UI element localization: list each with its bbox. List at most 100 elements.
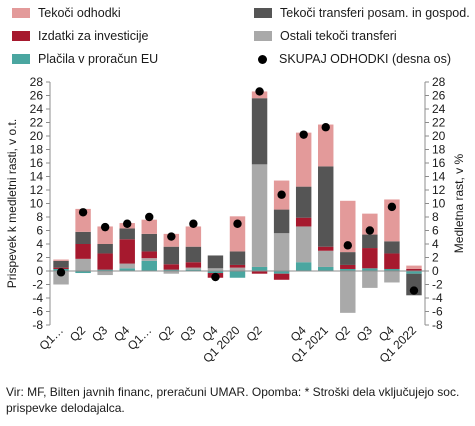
y2-axis-label: Medletna rast, v %	[452, 153, 466, 253]
bar-segment	[97, 271, 113, 276]
y2-tick-label: -2	[432, 278, 443, 292]
bar-segment	[384, 268, 400, 271]
y-tick-label: 24	[30, 102, 44, 116]
bar-segment	[119, 263, 135, 269]
y2-tick-label: 16	[432, 156, 446, 170]
bar-segment	[362, 248, 378, 269]
bar-segment	[384, 271, 400, 283]
bar-segment	[207, 255, 224, 269]
bar-segment	[406, 268, 422, 271]
total-dot	[387, 202, 397, 212]
total-dot	[145, 212, 154, 222]
bar-segment	[229, 267, 246, 272]
y-tick-label: 4	[36, 237, 43, 251]
bar-segment	[185, 226, 202, 247]
bar-segment	[141, 251, 157, 259]
bar-segment	[119, 239, 135, 264]
total-dot	[167, 232, 176, 241]
y-tick-label: 12	[30, 183, 44, 197]
bar-segment	[141, 258, 157, 261]
y2-tick-label: 24	[432, 102, 446, 116]
bar-segment	[97, 253, 113, 270]
bar-segment	[229, 264, 246, 268]
y2-tick-label: 26	[432, 89, 446, 103]
legend-item: Plačila v proračun EU	[12, 52, 158, 66]
bar-segment	[406, 265, 422, 269]
bar-segment	[75, 258, 91, 271]
y2-tick-label: 0	[432, 264, 439, 278]
bar-segment	[141, 219, 157, 234]
bar-segment	[97, 244, 113, 254]
legend-marker	[258, 54, 267, 64]
bar-segment	[251, 164, 268, 267]
legend-item: Ostali tekoči transferi	[254, 29, 397, 43]
x-tick-label: Q1…	[125, 323, 155, 353]
legend-label: Ostali tekoči transferi	[280, 29, 397, 43]
y-tick-label: 6	[36, 224, 43, 238]
y-tick-label: 22	[30, 116, 44, 130]
bar-segment	[141, 260, 157, 272]
bar-segment	[362, 268, 378, 271]
legend-label: Izdatki za investicije	[38, 29, 149, 43]
y-tick-label: 14	[30, 170, 44, 184]
y2-tick-label: 4	[432, 237, 439, 251]
bar-segment	[340, 252, 356, 265]
y2-tick-label: -6	[432, 305, 443, 319]
total-dot	[211, 272, 220, 282]
total-dot	[56, 268, 66, 277]
bar-segment	[75, 208, 91, 232]
legend-swatch	[12, 8, 30, 18]
total-dot	[277, 190, 286, 199]
legend-swatch	[12, 54, 30, 64]
legend-label: Tekoči transferi posam. in gospod.	[280, 6, 470, 20]
legend-label: Plačila v proračun EU	[38, 52, 159, 66]
y-tick-label: -6	[32, 305, 43, 319]
y2-tick-label: 20	[432, 129, 446, 143]
bar-segment	[273, 233, 290, 271]
bar-segment	[119, 228, 135, 240]
y-tick-label: 26	[30, 89, 44, 103]
bar-segment	[362, 271, 378, 288]
bar-segment	[384, 253, 400, 269]
y2-tick-label: 22	[432, 116, 446, 130]
y2-tick-label: -4	[432, 291, 443, 305]
bar-segment	[207, 271, 224, 274]
bar-segment	[75, 271, 91, 274]
x-tick-label: Q3	[354, 323, 375, 344]
total-dot	[299, 130, 308, 139]
x-tick-label: Q2	[155, 323, 176, 344]
legend-item: Izdatki za investicije	[12, 29, 148, 43]
y-tick-label: -8	[32, 318, 43, 332]
bar-segment	[75, 231, 91, 244]
y-axis-label: Prispevek k medletni rasti, v o.t.	[5, 119, 19, 288]
bar-segment	[229, 271, 246, 278]
total-dot	[100, 222, 110, 232]
y-tick-label: 18	[30, 143, 44, 157]
bar-segment	[53, 260, 69, 268]
bar-segment	[251, 98, 268, 165]
bar-segment	[229, 251, 246, 265]
bar-segment	[273, 209, 290, 234]
legend: Tekoči odhodki Tekoči transferi posam. in…	[0, 0, 475, 74]
x-tick-label: Q3	[177, 323, 198, 344]
bar-segment	[163, 269, 180, 271]
bar-segment	[53, 271, 69, 285]
y-tick-label: -4	[32, 291, 43, 305]
bar-segment	[141, 233, 157, 252]
bar-segment	[318, 266, 334, 271]
y2-tick-label: 2	[432, 251, 439, 265]
bar-segment	[75, 244, 91, 259]
legend-swatch	[12, 31, 30, 41]
y2-tick-label: 6	[432, 224, 439, 238]
y2-tick-label: 28	[432, 75, 446, 89]
y-tick-label: 28	[30, 75, 44, 89]
bar-segment	[295, 226, 312, 263]
y2-tick-label: 18	[432, 143, 446, 157]
bar-segment	[295, 132, 312, 187]
bar-segment	[163, 246, 180, 265]
bar-segment	[251, 266, 268, 271]
legend-label: SKUPAJ ODHODKI (desna os)	[279, 52, 452, 66]
legend-item: SKUPAJ ODHODKI (desna os)	[254, 52, 451, 66]
total-dot	[321, 123, 330, 132]
